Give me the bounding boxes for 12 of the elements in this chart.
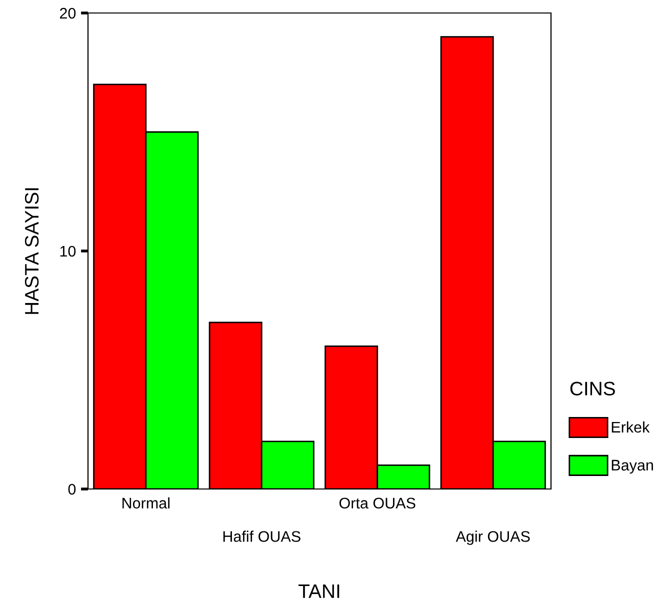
x-tick-label: Agir OUAS <box>456 530 530 545</box>
legend-label: Bayan <box>612 460 653 474</box>
y-tick-label: 20 <box>60 8 76 19</box>
legend-title: CINS <box>570 382 615 396</box>
x-tick-label: Orta OUAS <box>339 498 416 509</box>
y-axis-title: HASTA SAYISI <box>24 188 39 314</box>
x-axis-title: TANI <box>298 584 340 598</box>
y-tick-label: 0 <box>68 484 76 495</box>
x-tick-label: Hafif OUAS <box>223 530 300 542</box>
x-tick-label: Normal <box>122 497 170 509</box>
legend-label: Erkek <box>612 421 650 433</box>
y-tick-label: 10 <box>60 246 76 257</box>
